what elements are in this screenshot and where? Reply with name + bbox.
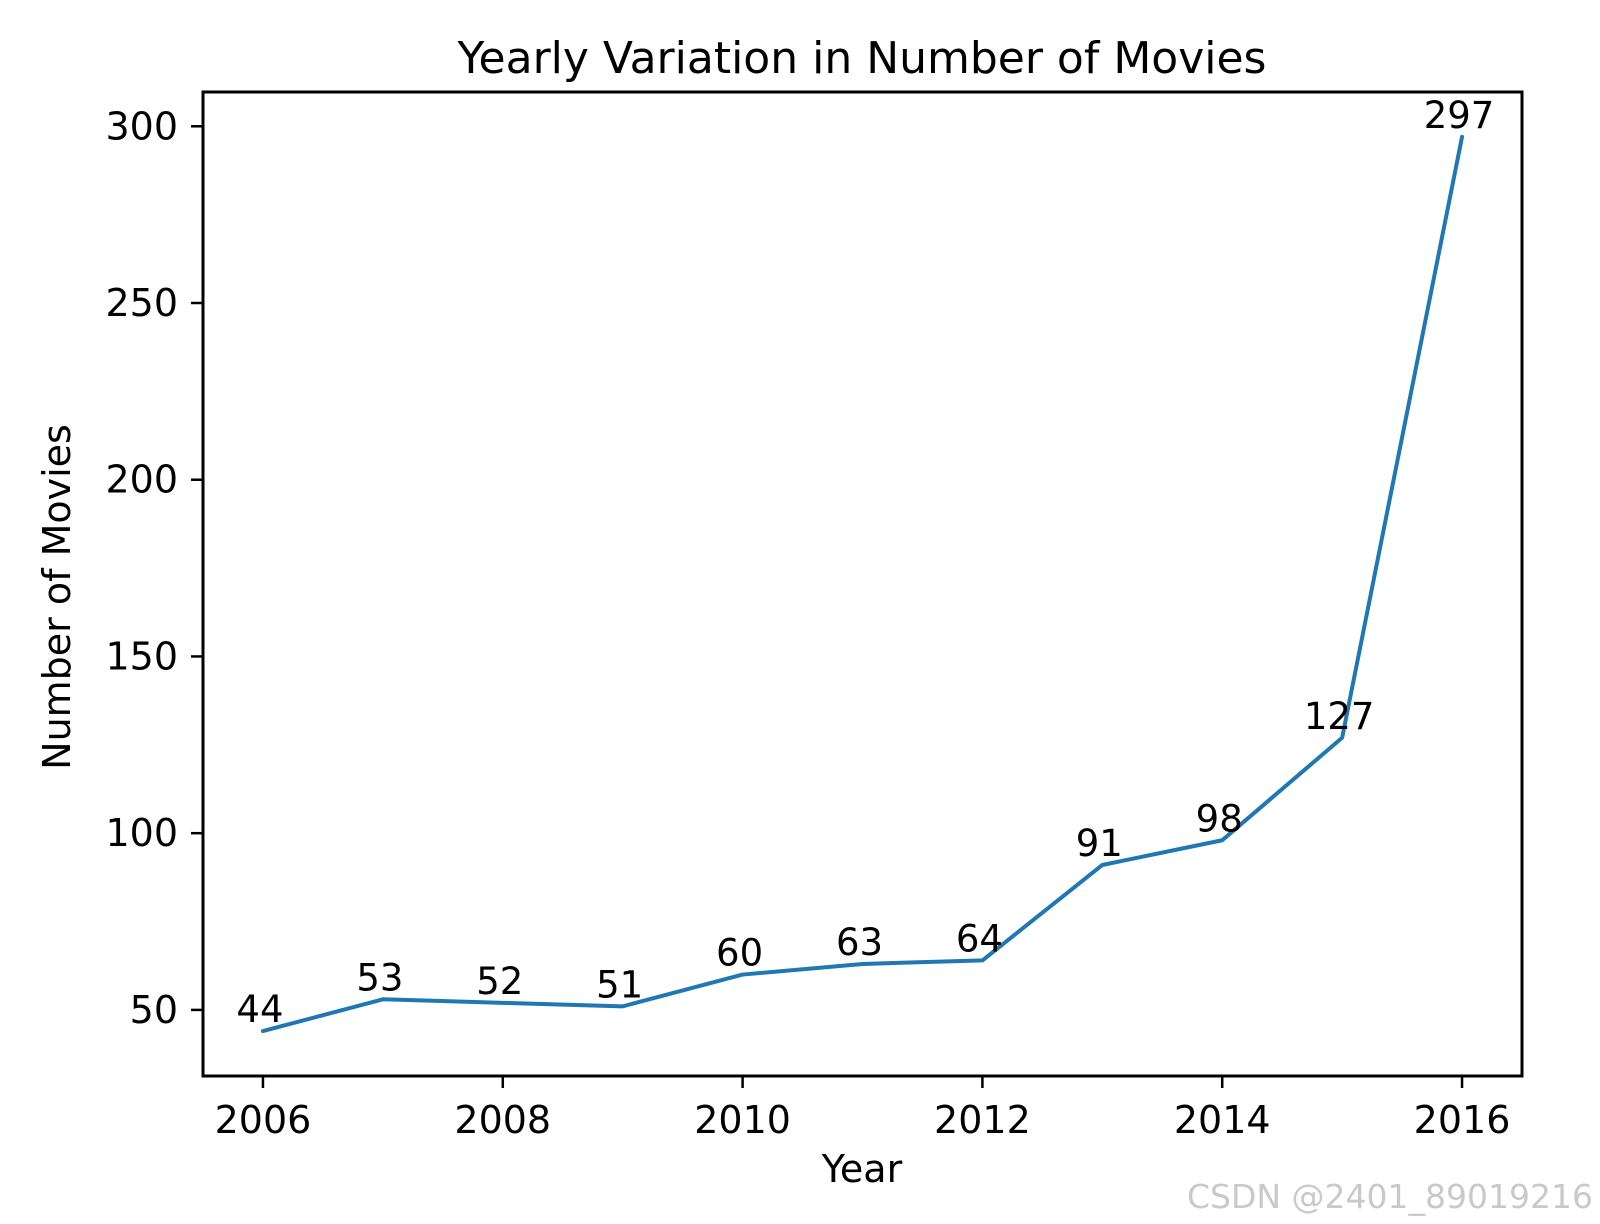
x-tick-label: 2016 (1414, 1098, 1511, 1142)
x-tick-label: 2008 (454, 1098, 551, 1142)
y-tick-label: 250 (105, 281, 178, 325)
y-tick-label: 150 (105, 634, 178, 678)
x-tick-label: 2010 (694, 1098, 791, 1142)
chart-title: Yearly Variation in Number of Movies (457, 33, 1267, 84)
watermark: CSDN @2401_89019216 (1187, 1177, 1593, 1216)
data-point-label: 98 (1196, 797, 1243, 840)
data-point-label: 53 (356, 956, 403, 999)
y-tick-label: 100 (105, 811, 178, 855)
data-point-label: 51 (596, 963, 643, 1006)
movies-line (260, 134, 1465, 1034)
y-tick-label: 300 (105, 104, 178, 148)
data-point-label: 127 (1304, 695, 1375, 738)
x-axis-label: Year (821, 1147, 903, 1191)
x-tick-label: 2014 (1174, 1098, 1271, 1142)
plot-area: 2006 2008 2010 2012 2014 2016 50 100 150 200 250 30… (105, 90, 1524, 1142)
plot-border (201, 90, 1524, 1078)
x-tick-label: 2012 (934, 1098, 1031, 1142)
data-point-label: 44 (236, 988, 283, 1031)
y-tick-label: 200 (105, 458, 178, 502)
data-point-label: 63 (836, 921, 883, 964)
x-tick-label: 2006 (215, 1098, 312, 1142)
y-tick-label: 50 (130, 988, 178, 1032)
data-point-label: 91 (1076, 822, 1123, 865)
data-point-label: 52 (476, 960, 523, 1003)
data-point-label: 297 (1424, 94, 1495, 137)
y-axis-label: Number of Movies (35, 424, 79, 770)
data-point-label: 60 (716, 932, 763, 975)
data-point-label: 64 (956, 917, 1003, 960)
